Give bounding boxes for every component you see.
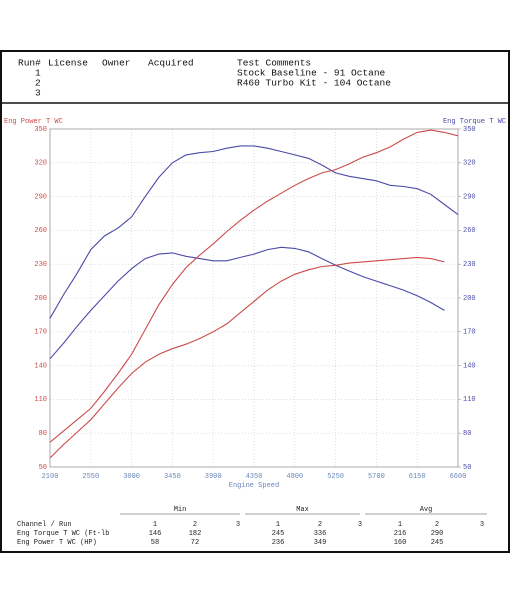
stat-value: 245	[431, 539, 444, 547]
y-axis-label: Eng Power T WC	[4, 118, 63, 126]
y-tick-label: 200	[34, 295, 47, 303]
stat-value: 290	[431, 530, 444, 538]
x-tick-label: 2100	[42, 473, 59, 481]
x-tick-label: 5700	[368, 473, 385, 481]
x-tick-label: 6600	[450, 473, 467, 481]
run-label: 1	[153, 521, 157, 529]
y-tick-label: 50	[39, 464, 47, 472]
stat-value: 216	[394, 530, 407, 538]
x-axis-label: Engine Speed	[229, 482, 279, 490]
y-tick-label: 350	[34, 126, 47, 134]
y2-tick-label: 260	[463, 227, 476, 235]
header-column: Run#	[18, 58, 41, 69]
channel-name: Eng Torque T WC (Ft-lb	[17, 530, 109, 538]
stat-value: 160	[394, 539, 407, 547]
group-header: Avg	[420, 506, 433, 514]
y2-tick-label: 140	[463, 362, 476, 370]
sheet-border	[0, 50, 510, 553]
x-tick-label: 3900	[205, 473, 222, 481]
curve	[49, 145, 459, 319]
test-comment: Stock Baseline - 91 Octane	[237, 68, 386, 79]
y2-tick-label: 350	[463, 126, 476, 134]
group-header: Min	[174, 506, 187, 514]
stat-value: 336	[314, 530, 327, 538]
channel-header: Channel / Run	[17, 521, 72, 529]
run-label: 3	[358, 521, 362, 529]
y-tick-label: 140	[34, 362, 47, 370]
y2-tick-label: 230	[463, 261, 476, 269]
y2-axis-label: Eng Torque T WC	[443, 118, 506, 126]
run-label: 3	[236, 521, 240, 529]
run-label: 1	[276, 521, 280, 529]
y2-tick-label: 110	[463, 396, 476, 404]
stat-value: 182	[189, 530, 202, 538]
curve	[49, 256, 445, 459]
stat-value: 236	[272, 539, 285, 547]
header-column: License	[48, 58, 88, 69]
y-tick-label: 170	[34, 329, 47, 337]
run-number: 3	[35, 88, 41, 99]
channel-name: Eng Power T WC (HP)	[17, 539, 97, 547]
plot-frame	[49, 128, 459, 468]
stat-value: 58	[151, 539, 159, 547]
y2-tick-label: 50	[463, 464, 471, 472]
run-label: 2	[193, 521, 197, 529]
y-tick-label: 230	[34, 261, 47, 269]
y-tick-label: 260	[34, 227, 47, 235]
curve	[49, 129, 459, 443]
y-tick-label: 290	[34, 193, 47, 201]
x-tick-label: 4800	[286, 473, 303, 481]
run-label: 2	[435, 521, 439, 529]
stat-value: 146	[149, 530, 162, 538]
y2-tick-label: 170	[463, 329, 476, 337]
group-header: Max	[296, 506, 309, 514]
stat-value: 245	[272, 530, 285, 538]
y2-tick-label: 200	[463, 295, 476, 303]
x-tick-label: 3000	[123, 473, 140, 481]
header-column: Acquired	[148, 58, 194, 69]
curve	[49, 246, 445, 360]
y-tick-label: 80	[39, 430, 47, 438]
y-tick-label: 110	[34, 396, 47, 404]
x-tick-label: 6150	[409, 473, 426, 481]
stat-value: 72	[191, 539, 199, 547]
test-comment: R460 Turbo Kit - 104 Octane	[237, 78, 391, 89]
run-label: 3	[480, 521, 484, 529]
stat-value: 349	[314, 539, 327, 547]
header-column: Owner	[102, 58, 131, 69]
x-tick-label: 3450	[164, 473, 181, 481]
y2-tick-label: 320	[463, 160, 476, 168]
x-tick-label: 4350	[246, 473, 263, 481]
run-number: 1	[35, 68, 41, 79]
run-number: 2	[35, 78, 41, 89]
run-label: 1	[398, 521, 402, 529]
header-column: Test Comments	[237, 58, 311, 69]
y2-tick-label: 290	[463, 193, 476, 201]
x-tick-label: 2550	[82, 473, 99, 481]
y-tick-label: 320	[34, 160, 47, 168]
y2-tick-label: 80	[463, 430, 471, 438]
run-label: 2	[318, 521, 322, 529]
x-tick-label: 5250	[327, 473, 344, 481]
